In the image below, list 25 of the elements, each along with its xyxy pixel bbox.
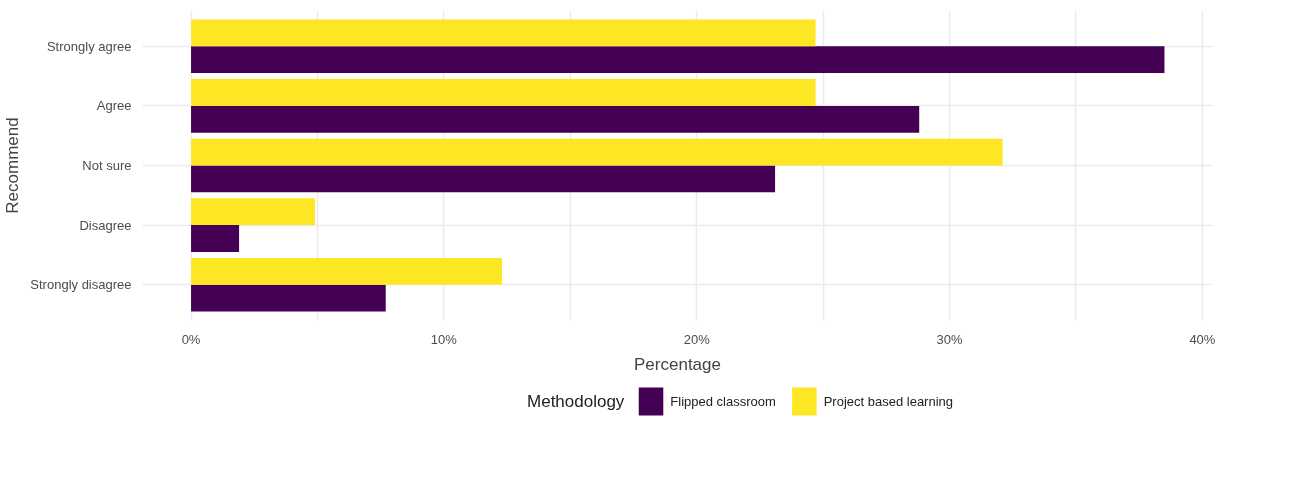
bar	[191, 19, 816, 47]
x-tick-label: 10%	[430, 331, 458, 347]
legend-title: Methodology	[527, 392, 625, 411]
bar	[191, 198, 315, 226]
x-tick-label: 20%	[683, 331, 711, 347]
legend-label: Flipped classroom	[670, 394, 776, 409]
legend-label: Project based learning	[823, 394, 954, 409]
x-tick-label: 40%	[1189, 331, 1216, 347]
x-tick-label: 0%	[181, 331, 201, 347]
bar	[191, 257, 503, 285]
bar	[191, 46, 1165, 74]
y-tick-label: Agree	[96, 98, 132, 114]
bar	[191, 225, 240, 252]
x-axis-title: Percentage	[634, 354, 721, 374]
y-tick-label: Strongly disagree	[30, 277, 132, 293]
bar	[191, 165, 776, 193]
bar	[191, 79, 816, 106]
y-tick-label: Not sure	[82, 158, 132, 173]
x-tick-label: 30%	[936, 331, 963, 347]
y-axis-title: Recommend	[3, 117, 23, 214]
bar	[191, 284, 386, 312]
y-tick-label: Disagree	[79, 217, 132, 233]
y-tick-label: Strongly agree	[46, 38, 132, 54]
bar	[191, 105, 920, 133]
bar	[191, 138, 1003, 166]
